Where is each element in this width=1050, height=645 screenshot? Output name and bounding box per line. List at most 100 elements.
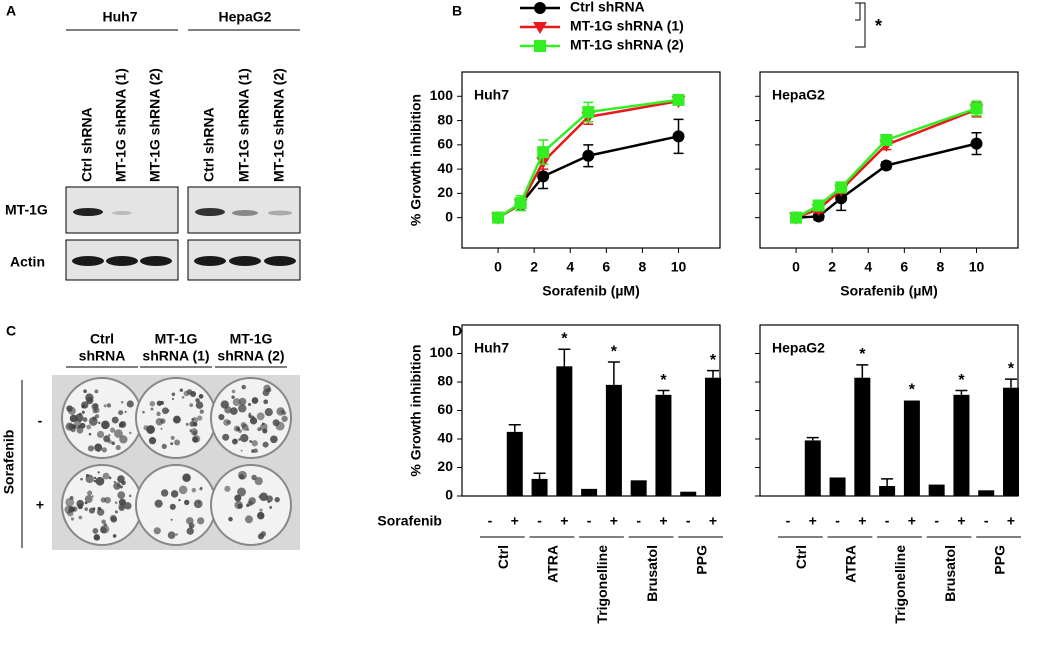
error-bar: [533, 472, 546, 479]
marker: [835, 181, 848, 194]
colony: [197, 501, 201, 504]
colony: [77, 503, 83, 510]
column-label: shRNA (1): [142, 348, 209, 364]
colony: [91, 403, 99, 411]
colony: [218, 414, 225, 421]
colony: [254, 476, 263, 486]
x-tick-label: 4: [566, 259, 574, 275]
colony: [92, 528, 99, 534]
colony: [66, 405, 73, 412]
colony: [171, 397, 175, 401]
x-tick-label: -: [488, 513, 493, 529]
colony: [170, 435, 175, 441]
significance: *: [611, 343, 618, 360]
chart-title: Huh7: [474, 87, 509, 103]
colony: [119, 435, 128, 444]
marker: [672, 93, 685, 106]
colony: [128, 431, 132, 435]
colony: [251, 440, 258, 447]
y-axis-label: % Growth inhibition: [408, 94, 424, 226]
panel-label: A: [6, 3, 16, 19]
marker: [582, 106, 595, 119]
x-tick-label: +: [908, 513, 916, 529]
colony: [146, 426, 155, 434]
colony: [170, 490, 179, 498]
bar: [605, 384, 622, 496]
plot-frame: [461, 71, 721, 249]
legend-bracket: [855, 2, 866, 48]
bar: [804, 440, 821, 496]
colony: [124, 502, 132, 510]
colony: [118, 421, 125, 428]
colony: [183, 390, 190, 397]
error-bar: [508, 424, 521, 432]
colony: [191, 417, 195, 421]
colony: [142, 410, 145, 414]
x-tick-label: +: [659, 513, 667, 529]
colony: [155, 417, 164, 426]
band: [72, 256, 104, 266]
colony: [175, 533, 178, 536]
colony: [117, 491, 126, 500]
marker: [672, 130, 685, 143]
band: [268, 210, 292, 216]
x-tick-label: 4: [864, 259, 872, 275]
colony: [106, 403, 112, 408]
colony: [191, 487, 197, 493]
error-bar: [955, 389, 968, 395]
colony: [259, 492, 268, 501]
significance: *: [909, 382, 916, 399]
bar: [680, 491, 697, 496]
colony: [65, 422, 74, 431]
group-label: Trigonelline: [594, 545, 610, 624]
row-label: Sorafenib: [377, 513, 442, 529]
lane-label: MT-1G shRNA (2): [271, 68, 287, 182]
x-tick-label: 2: [828, 259, 836, 275]
blots: [65, 186, 301, 281]
colony: [94, 389, 99, 394]
row-title: Sorafenib: [1, 430, 17, 495]
panel-label: D: [452, 323, 462, 339]
x-tick-label: 0: [494, 259, 502, 275]
band: [73, 208, 103, 216]
group-label: ATRA: [843, 545, 859, 583]
colony: [114, 501, 118, 505]
colony: [266, 387, 272, 393]
colony: [189, 403, 194, 407]
colony: [259, 508, 263, 512]
plot-frame: [759, 71, 1019, 249]
colony: [195, 398, 200, 403]
group-label: ATRA: [545, 545, 561, 583]
colony: [97, 506, 102, 511]
colony: [256, 412, 265, 421]
colony: [161, 407, 169, 415]
marker: [812, 199, 825, 212]
colony: [69, 414, 78, 423]
colony: [178, 485, 188, 495]
colony: [170, 442, 174, 446]
error-bar: [707, 369, 719, 378]
colony: [94, 414, 100, 419]
colony: [84, 495, 93, 504]
colony: [109, 514, 117, 522]
colony: [178, 499, 181, 502]
significance: *: [958, 372, 965, 389]
error-bar: [607, 361, 620, 385]
colony: [160, 427, 163, 430]
row-label: -: [38, 413, 43, 429]
colony: [114, 510, 118, 514]
lane-label: MT-1G shRNA (2): [147, 68, 163, 182]
colony: [95, 476, 105, 486]
chart-title: HepaG2: [772, 340, 825, 356]
colony: [160, 489, 169, 497]
colony: [117, 475, 125, 483]
legend-label: MT-1G shRNA (1): [570, 18, 684, 34]
chart-title: Huh7: [474, 340, 509, 356]
legend-marker: [534, 40, 546, 52]
well: [135, 464, 217, 546]
colony: [238, 438, 241, 441]
colony: [263, 399, 269, 405]
colony: [199, 409, 204, 414]
colony: [113, 482, 121, 490]
colony: [199, 487, 203, 491]
